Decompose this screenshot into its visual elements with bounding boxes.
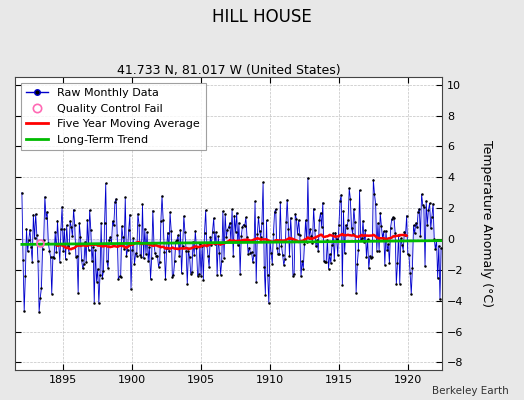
Text: HILL HOUSE: HILL HOUSE: [212, 8, 312, 26]
Y-axis label: Temperature Anomaly (°C): Temperature Anomaly (°C): [481, 140, 493, 307]
Title: 41.733 N, 81.017 W (United States): 41.733 N, 81.017 W (United States): [117, 64, 341, 77]
Text: Berkeley Earth: Berkeley Earth: [432, 386, 508, 396]
Legend: Raw Monthly Data, Quality Control Fail, Five Year Moving Average, Long-Term Tren: Raw Monthly Data, Quality Control Fail, …: [20, 82, 205, 150]
